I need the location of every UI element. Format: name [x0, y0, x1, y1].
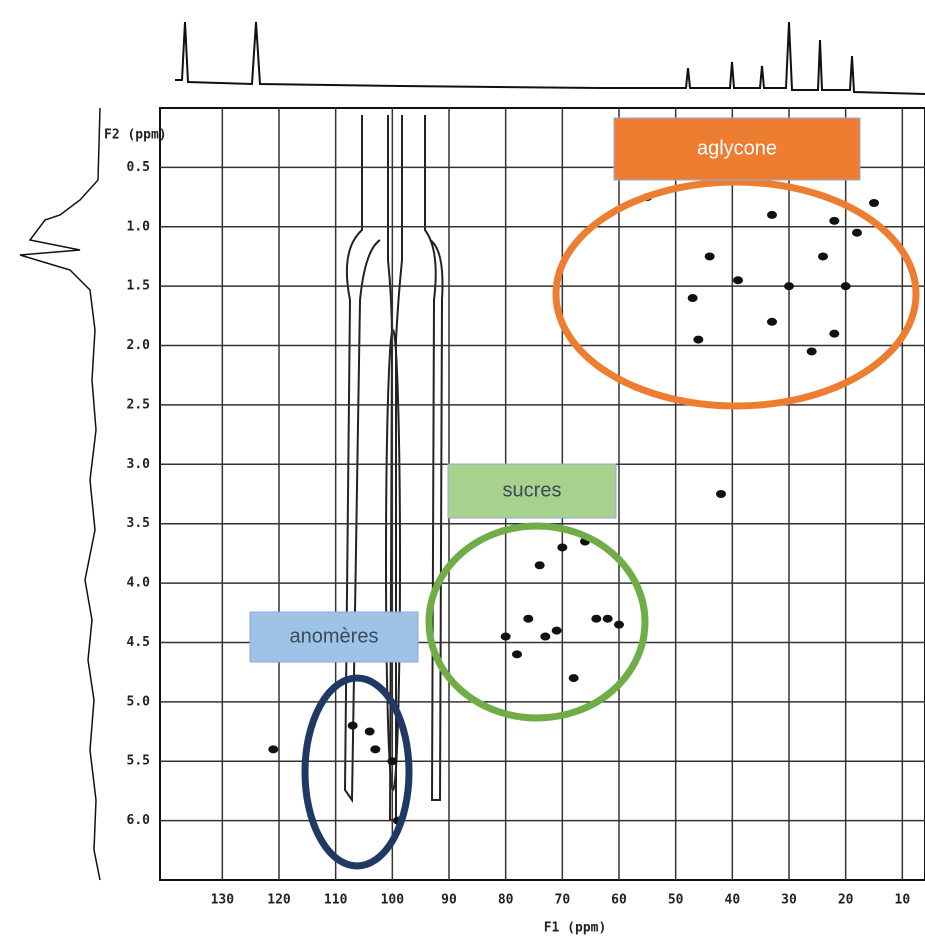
peak [840, 282, 851, 291]
y-tick-label: 2.0 [127, 338, 151, 353]
peak [829, 216, 840, 225]
annotation-label: sucres [503, 479, 562, 501]
peak [869, 199, 879, 208]
peak [557, 543, 568, 552]
peak [704, 252, 715, 261]
x-tick-label: 110 [324, 893, 348, 908]
x-tick-label: 100 [381, 893, 405, 908]
peak [733, 276, 743, 285]
left-projection [19, 107, 101, 881]
annotation-box [447, 463, 617, 519]
y-tick-label: 0.5 [127, 160, 150, 175]
peak [364, 727, 375, 736]
peak [829, 329, 840, 338]
annotation-label: anomères [290, 625, 379, 647]
annotation-label: aglycone [697, 137, 777, 159]
peak [602, 614, 613, 623]
x-tick-label: 120 [267, 893, 291, 908]
top-projection [175, 21, 925, 95]
x-tick-label: 40 [725, 893, 741, 908]
peak [551, 626, 562, 635]
y-tick-label: 4.0 [127, 576, 151, 591]
y-tick-label: 2.5 [127, 397, 150, 412]
peak [512, 650, 522, 659]
peak [591, 614, 602, 623]
y-tick-label: 4.5 [127, 635, 150, 650]
x-tick-label: 80 [498, 893, 514, 908]
annotation-ellipse [552, 178, 920, 410]
peak [268, 745, 279, 754]
peak [693, 335, 704, 344]
x-axis-label: F1 (ppm) [544, 921, 607, 936]
x-tick-label: 50 [668, 893, 684, 908]
peak [370, 745, 381, 754]
peak [767, 210, 777, 219]
annotation-ellipse [301, 674, 413, 870]
x-tick-label: 70 [555, 893, 571, 908]
peak [767, 317, 777, 326]
y-tick-label: 5.0 [127, 694, 151, 709]
y-tick-label: 5.5 [127, 754, 150, 769]
peak [784, 282, 794, 291]
annotation-box [249, 611, 419, 663]
x-tick-label: 20 [838, 893, 854, 908]
annotation-ellipse [425, 522, 649, 722]
y-tick-label: 6.0 [127, 813, 151, 828]
annotation-box [613, 117, 861, 181]
y-axis-label: F2 (ppm) [104, 128, 167, 143]
peak [500, 632, 511, 641]
peak [716, 490, 726, 498]
x-tick-label: 30 [781, 893, 797, 908]
peak [818, 252, 828, 261]
peak [523, 614, 534, 623]
peak [568, 674, 579, 683]
peak [540, 632, 551, 641]
peak [852, 228, 862, 237]
x-tick-label: 130 [211, 893, 235, 908]
x-tick-label: 10 [895, 893, 911, 908]
x-tick-label: 60 [611, 893, 627, 908]
peak [347, 721, 358, 730]
y-tick-label: 3.0 [127, 457, 151, 472]
peak [534, 561, 545, 570]
peak [687, 294, 698, 303]
x-tick-label: 90 [441, 893, 457, 908]
peak [387, 757, 398, 766]
peak [806, 347, 817, 356]
y-tick-label: 3.5 [127, 516, 150, 531]
peak [614, 620, 624, 629]
y-tick-label: 1.5 [127, 279, 150, 294]
y-tick-label: 1.0 [127, 219, 151, 234]
plot-frame [159, 107, 925, 881]
